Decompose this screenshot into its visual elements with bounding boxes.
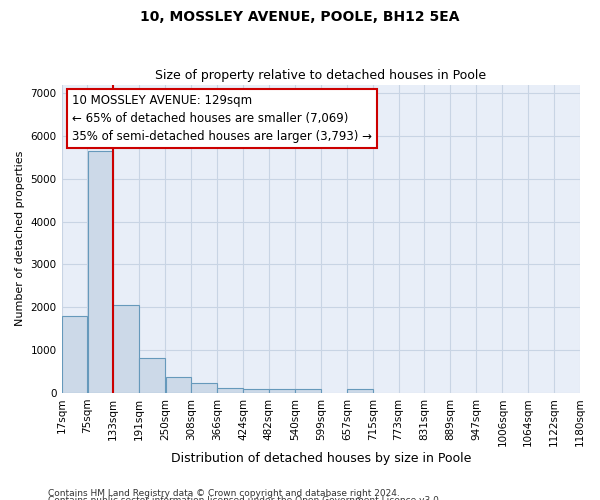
Bar [139,358,166,393]
Bar [88,151,113,393]
X-axis label: Distribution of detached houses by size in Poole: Distribution of detached houses by size … [170,452,471,465]
Bar [217,388,243,393]
Text: Contains HM Land Registry data © Crown copyright and database right 2024.: Contains HM Land Registry data © Crown c… [48,488,400,498]
Y-axis label: Number of detached properties: Number of detached properties [15,151,25,326]
Text: Contains public sector information licensed under the Open Government Licence v3: Contains public sector information licen… [48,496,442,500]
Bar [295,388,321,393]
Title: Size of property relative to detached houses in Poole: Size of property relative to detached ho… [155,69,487,82]
Text: 10, MOSSLEY AVENUE, POOLE, BH12 5EA: 10, MOSSLEY AVENUE, POOLE, BH12 5EA [140,10,460,24]
Bar [113,305,139,393]
Bar [166,376,191,393]
Bar [269,388,295,393]
Bar [62,316,87,393]
Bar [347,390,373,393]
Text: 10 MOSSLEY AVENUE: 129sqm
← 65% of detached houses are smaller (7,069)
35% of se: 10 MOSSLEY AVENUE: 129sqm ← 65% of detac… [72,94,372,143]
Bar [243,388,269,393]
Bar [191,384,217,393]
